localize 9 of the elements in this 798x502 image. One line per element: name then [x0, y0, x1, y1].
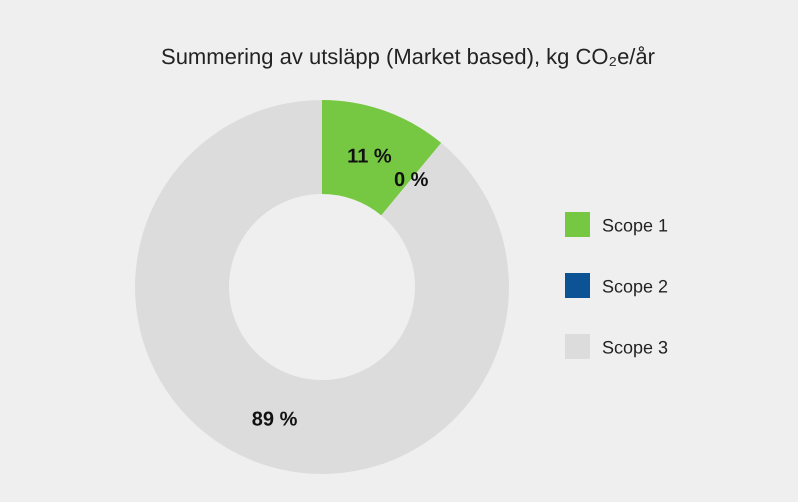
data-label: 11 % [347, 145, 392, 168]
legend-label: Scope 3 [602, 337, 668, 358]
text: 0 % [394, 169, 428, 192]
legend-label: Scope 2 [602, 276, 668, 296]
chart-title: Summering av utsläpp (Market based), kg CO₂e/år [161, 44, 655, 69]
data-label: 89 % [252, 408, 298, 431]
legend-label: Scope 1 [602, 215, 668, 236]
donut-slice [135, 100, 509, 474]
donut-slice [322, 100, 442, 216]
